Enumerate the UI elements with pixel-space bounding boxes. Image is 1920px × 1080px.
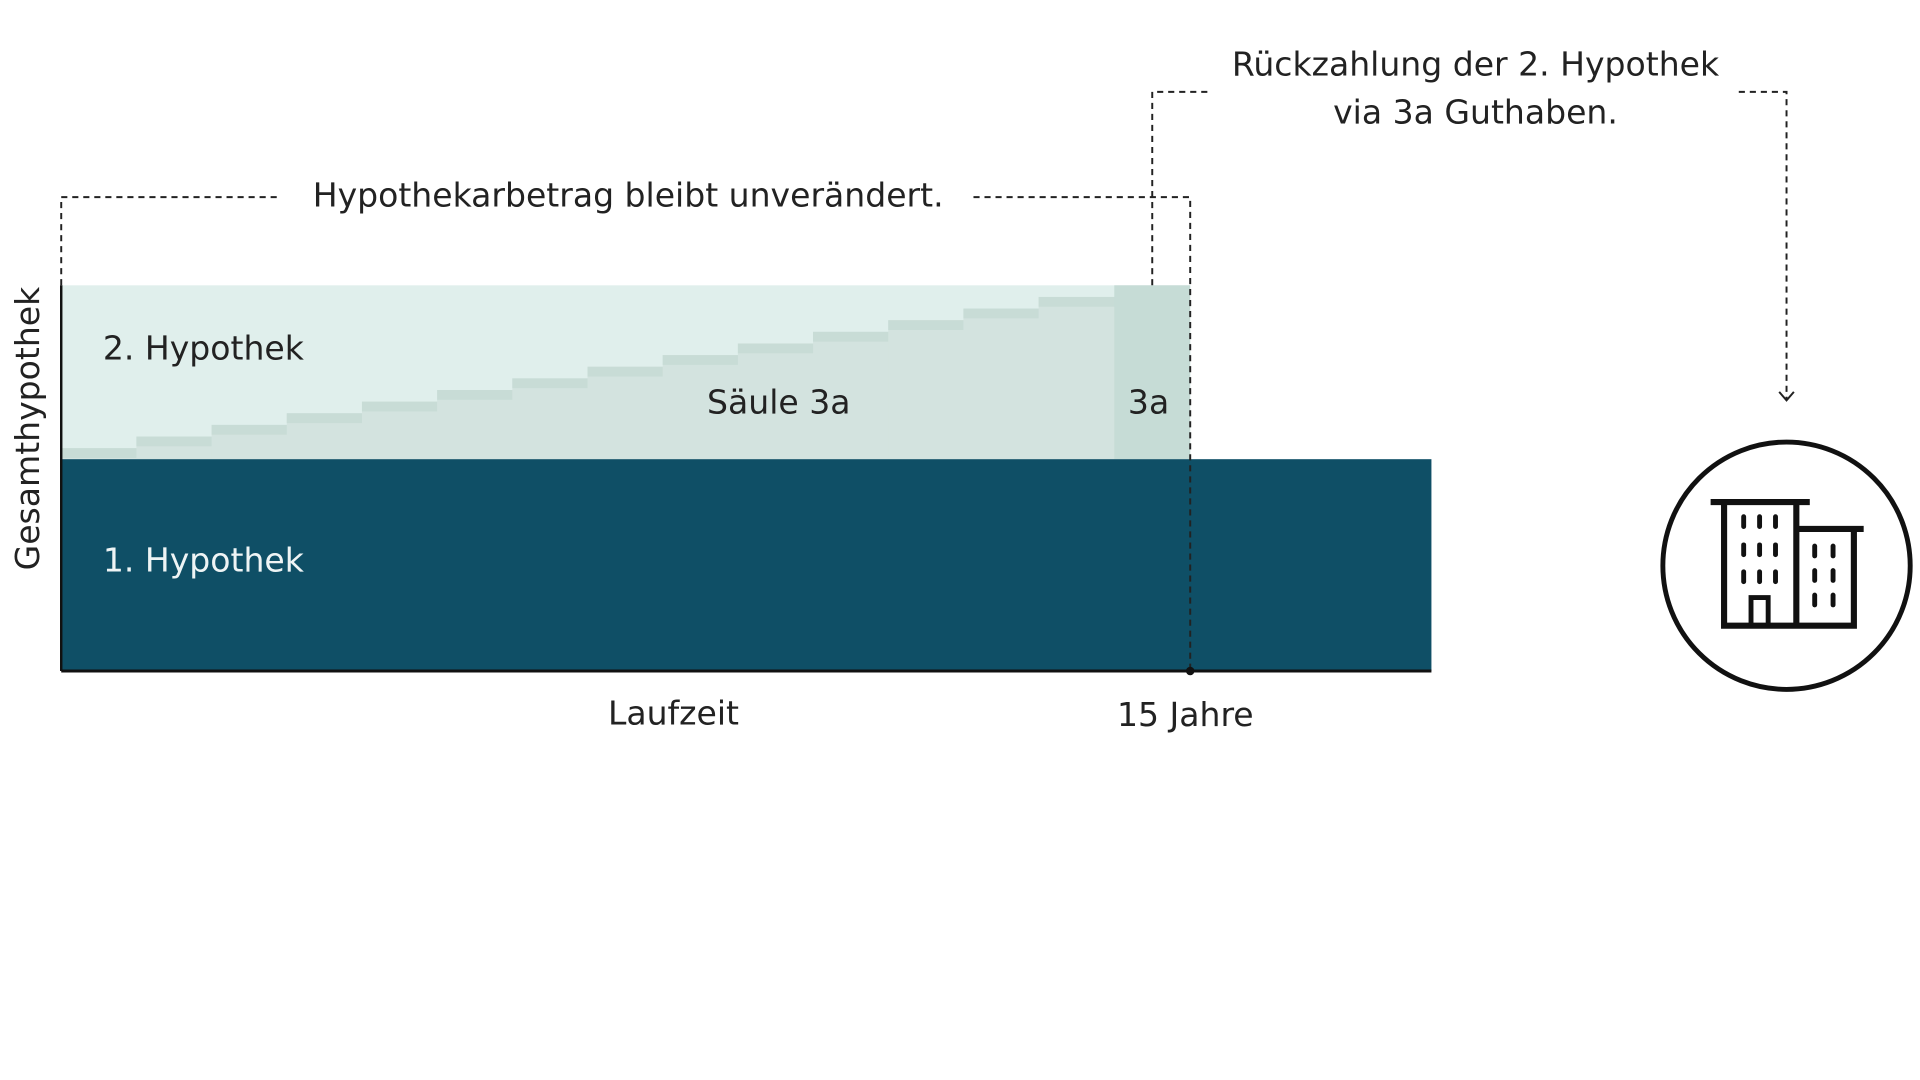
stair-step: [888, 320, 965, 460]
area-label: 2. Hypothek: [103, 329, 305, 368]
pillar-3a-final: [1114, 285, 1191, 460]
annotation: Hypothekarbetrag bleibt unverändert.: [313, 176, 944, 215]
stair-edge: [888, 320, 965, 330]
stair-edge: [136, 436, 213, 447]
stair-edge: [211, 424, 288, 435]
stair-edge: [437, 390, 514, 400]
stair-edge: [587, 366, 664, 377]
stair-step: [437, 390, 514, 460]
pillar-3a-stairs: [61, 296, 1115, 460]
stair-step: [813, 331, 889, 460]
stair-step: [737, 343, 814, 460]
y-axis-label: Gesamthypothek: [8, 286, 47, 570]
stair-edge: [286, 413, 363, 424]
x-axis-label: Laufzeit: [608, 694, 739, 733]
building-icon: [1660, 439, 1913, 692]
x-end-label: 15 Jahre: [1117, 695, 1254, 734]
area-label: Säule 3a: [707, 383, 850, 422]
stair-step: [662, 355, 739, 460]
first-mortgage-area: [61, 459, 1432, 672]
end-marker: [1185, 666, 1195, 676]
stair-step: [587, 366, 664, 460]
stair-edge: [61, 448, 138, 458]
stair-edge: [361, 401, 438, 412]
stair-step: [1038, 296, 1115, 460]
repayment-bracket: [1151, 90, 1788, 400]
stair-step: [963, 308, 1040, 460]
arrow-head: [1778, 391, 1795, 402]
stair-edge: [512, 378, 589, 389]
unchanged-bracket: [60, 196, 1192, 672]
stair-edge: [963, 308, 1040, 319]
stair-edge: [737, 343, 814, 354]
annotation: via 3a Guthaben.: [1333, 92, 1618, 131]
stair-edge: [1038, 296, 1115, 307]
annotation: Rückzahlung der 2. Hypothek: [1232, 45, 1720, 84]
area-label: 1. Hypothek: [103, 541, 305, 580]
area-label: 3a: [1128, 383, 1169, 422]
stair-step: [512, 378, 589, 460]
stair-edge: [813, 331, 889, 342]
stair-edge: [662, 355, 739, 365]
